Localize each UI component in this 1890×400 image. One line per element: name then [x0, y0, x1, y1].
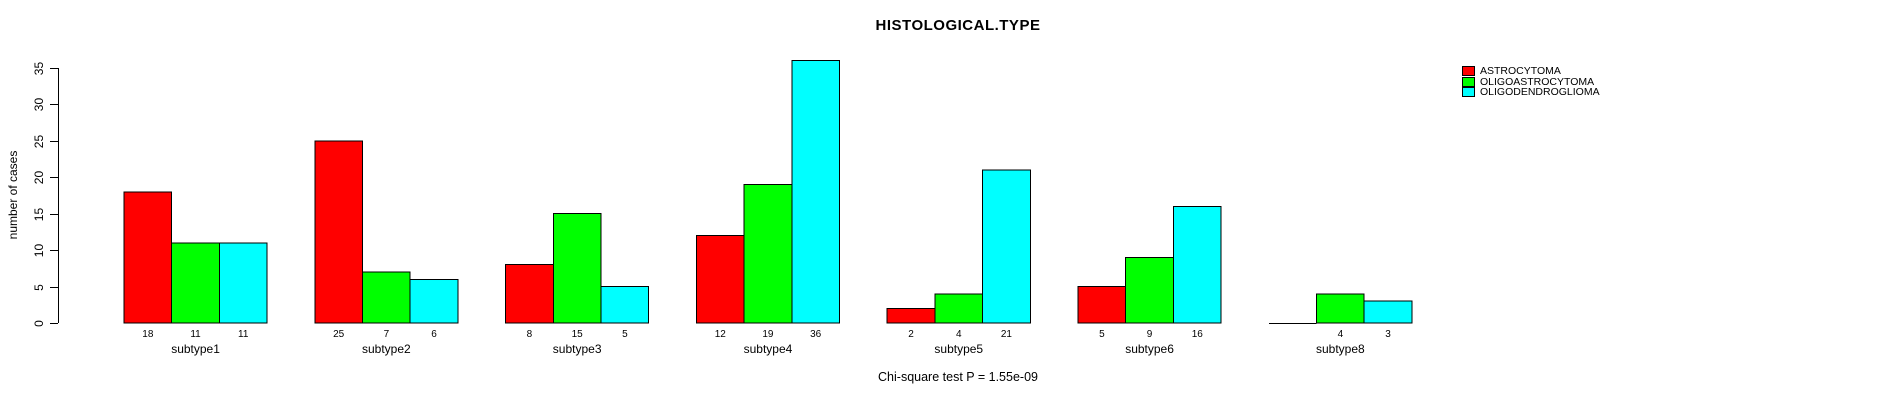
- bar-oligoastrocytoma-subtype4: [743, 184, 793, 324]
- bar-oligoastrocytoma-subtype2: [362, 271, 411, 324]
- legend: ASTROCYTOMA OLIGOASTROCYTOMA OLIGODENDRO…: [1462, 66, 1600, 98]
- bar-value-label: 19: [762, 329, 774, 340]
- bar-astrocytoma-subtype3: [505, 264, 554, 324]
- legend-swatch-oligodendroglioma-icon: [1462, 87, 1475, 98]
- bar-oligodendroglioma-subtype3: [600, 286, 650, 324]
- bar-astrocytoma-subtype6: [1077, 286, 1127, 324]
- bar-value-label: 7: [384, 329, 390, 340]
- y-tick-label: 15: [32, 208, 46, 222]
- bar-value-label: 11: [190, 329, 201, 340]
- legend-item-astrocytoma: ASTROCYTOMA: [1462, 66, 1600, 77]
- bar-value-label: 5: [1099, 329, 1105, 340]
- bar-value-label: 3: [1385, 329, 1391, 340]
- bar-astrocytoma-subtype5: [886, 307, 936, 324]
- bar-value-label: 2: [908, 329, 914, 340]
- category-label-subtype6: subtype6: [1125, 342, 1174, 356]
- bar-value-label: 12: [715, 329, 727, 340]
- y-tick-label: 30: [32, 98, 46, 112]
- bar-oligodendroglioma-subtype1: [218, 242, 268, 324]
- bar-oligoastrocytoma-subtype1: [171, 242, 220, 324]
- bar-oligodendroglioma-subtype5: [982, 169, 1031, 324]
- bar-oligodendroglioma-subtype4: [791, 60, 840, 324]
- bar-oligodendroglioma-subtype6: [1172, 205, 1222, 324]
- bar-oligoastrocytoma-subtype5: [934, 293, 984, 324]
- bar-oligoastrocytoma-subtype8: [1316, 293, 1365, 324]
- bar-astrocytoma-subtype2: [314, 140, 363, 324]
- bar-value-label: 5: [622, 329, 628, 340]
- category-label-subtype2: subtype2: [362, 342, 411, 356]
- bar-value-label: 11: [238, 329, 249, 340]
- legend-label-astrocytoma: ASTROCYTOMA: [1480, 65, 1561, 77]
- bar-value-label: 4: [1338, 329, 1344, 340]
- category-label-subtype3: subtype3: [553, 342, 602, 356]
- category-label-subtype4: subtype4: [744, 342, 793, 356]
- legend-swatch-astrocytoma-icon: [1462, 66, 1475, 77]
- legend-swatch-oligoastrocytoma-icon: [1462, 76, 1475, 87]
- bar-oligodendroglioma-subtype2: [409, 278, 459, 324]
- legend-label-oligodendroglioma: OLIGODENDROGLIOMA: [1480, 86, 1600, 98]
- bar-value-label: 21: [1001, 329, 1013, 340]
- bar-oligodendroglioma-subtype8: [1363, 300, 1413, 324]
- y-tick-label: 5: [32, 284, 46, 291]
- bar-astrocytoma-subtype1: [123, 191, 173, 324]
- bar-value-label: 9: [1147, 329, 1153, 340]
- y-tick-label: 0: [32, 320, 46, 327]
- bar-value-label: 25: [333, 329, 345, 340]
- bar-value-label: 8: [527, 329, 533, 340]
- y-tick-label: 10: [32, 244, 46, 258]
- y-tick-label: 20: [32, 171, 46, 185]
- chart-title: HISTOLOGICAL.TYPE: [875, 17, 1041, 34]
- bar-oligoastrocytoma-subtype3: [552, 213, 602, 324]
- bar-value-label: 15: [572, 329, 584, 340]
- bar-value-label: 36: [810, 329, 822, 340]
- bar-value-label: 6: [431, 329, 437, 340]
- category-label-subtype1: subtype1: [171, 342, 220, 356]
- bar-astrocytoma-subtype4: [695, 235, 745, 324]
- legend-item-oligodendroglioma: OLIGODENDROGLIOMA: [1462, 87, 1600, 98]
- caption-chi-square: Chi-square test P = 1.55e-09: [878, 370, 1038, 384]
- legend-label-oligoastrocytoma: OLIGOASTROCYTOMA: [1480, 75, 1595, 88]
- y-tick-label: 35: [32, 62, 46, 76]
- bar-oligoastrocytoma-subtype6: [1125, 256, 1174, 324]
- bar-value-label: 16: [1192, 329, 1204, 340]
- bar-value-label: 4: [956, 329, 962, 340]
- bar-value-label: 18: [142, 329, 154, 340]
- legend-item-oligoastrocytoma: OLIGOASTROCYTOMA: [1462, 75, 1600, 88]
- category-label-subtype8: subtype8: [1316, 342, 1365, 356]
- y-tick-label: 25: [32, 135, 46, 149]
- category-label-subtype5: subtype5: [934, 342, 983, 356]
